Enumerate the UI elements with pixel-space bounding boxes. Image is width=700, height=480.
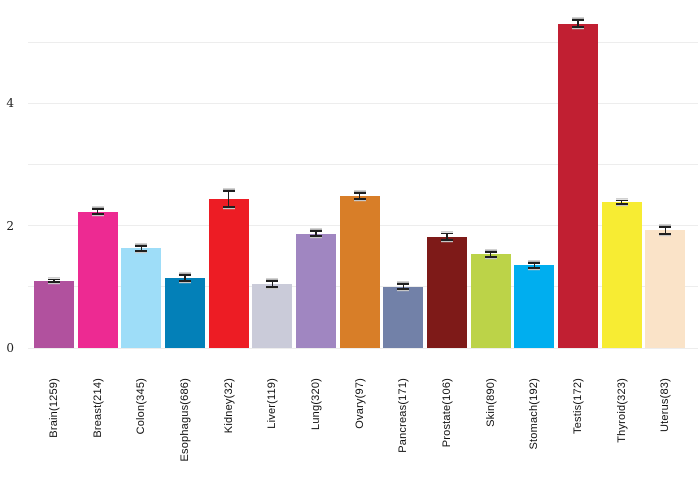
bar-colon-345 <box>121 248 162 348</box>
error-bar-line <box>489 251 492 257</box>
error-bar-cap-top <box>572 19 585 21</box>
x-axis-label-breast-214: Breast(214) <box>91 378 104 438</box>
error-bar-line <box>140 245 143 251</box>
error-bar-line <box>227 190 230 207</box>
error-bar-cap-bottom <box>615 203 628 206</box>
x-axis-label-colon-345: Colon(345) <box>135 378 148 435</box>
error-bar-cap-bottom <box>179 280 191 283</box>
error-bar-cap-bottom <box>266 286 279 289</box>
error-bar-cap-top <box>179 274 191 277</box>
x-axis-label-uterus-83: Uterus(83) <box>659 378 672 432</box>
error-bar-line <box>664 226 667 235</box>
y-axis-tick-label-4: 4 <box>6 96 14 111</box>
error-bar-cap-bottom <box>397 288 410 291</box>
x-axis-label-brain-1259: Brain(1259) <box>48 378 60 438</box>
bar-breast-214 <box>77 211 118 348</box>
error-bar-testis-172 <box>572 19 585 29</box>
x-axis-label-prostate-106: Prostate(106) <box>441 378 454 448</box>
gridline-y4 <box>28 102 698 104</box>
bar-kidney-32 <box>208 198 249 348</box>
bar-liver-119 <box>252 284 293 348</box>
bar-esophagus-686 <box>165 278 205 348</box>
error-bar-colon-345 <box>135 244 148 252</box>
error-bar-cap-bottom <box>659 233 672 236</box>
bar-skin-890 <box>470 254 511 348</box>
y-axis-tick-label-2: 2 <box>6 218 14 233</box>
bar-uterus-83 <box>645 230 686 348</box>
error-bar-liver-119 <box>266 280 279 289</box>
error-bar-line <box>446 233 448 240</box>
error-bar-cap-bottom <box>353 198 366 201</box>
error-bar-cap-top <box>135 244 148 247</box>
error-bar-line <box>577 19 579 28</box>
bar-stomach-192 <box>514 265 555 348</box>
error-bar-thyroid-323 <box>615 199 628 206</box>
error-bar-esophagus-686 <box>179 274 191 283</box>
error-bar-kidney-32 <box>222 189 235 208</box>
error-bar-cap-top <box>397 283 410 286</box>
error-bar-prostate-106 <box>441 232 454 241</box>
error-bar-line <box>402 284 405 290</box>
error-bar-cap-bottom <box>48 280 60 283</box>
error-bar-cap-top <box>528 262 541 264</box>
error-bar-cap-bottom <box>222 205 235 208</box>
error-bar-cap-bottom <box>572 26 585 29</box>
gridline-y5 <box>28 41 698 43</box>
bar-lung-320 <box>296 233 337 348</box>
error-bar-cap-top <box>266 280 279 283</box>
x-axis-label-liver-119: Liver(119) <box>266 378 279 429</box>
x-axis-label-skin-890: Skin(890) <box>484 378 497 427</box>
gridline-y3 <box>28 163 698 165</box>
bar-pancreas-171 <box>383 286 424 348</box>
error-bar-stomach-192 <box>528 262 541 269</box>
error-bar-cap-bottom <box>310 235 323 237</box>
error-bar-line <box>271 281 274 288</box>
x-axis-label-stomach-192: Stomach(192) <box>528 378 541 450</box>
bar-thyroid-323 <box>601 202 642 348</box>
error-bar-cap-top <box>91 208 104 210</box>
x-axis-label-testis-172: Testis(172) <box>572 378 585 434</box>
error-bar-cap-top <box>310 230 323 232</box>
error-bar-line <box>53 279 55 282</box>
error-bar-skin-890 <box>484 251 497 258</box>
error-bar-lung-320 <box>310 230 323 237</box>
gridline-y0 <box>28 347 698 349</box>
error-bar-ovary-97 <box>353 192 366 201</box>
x-axis-label-ovary-97: Ovary(97) <box>353 378 366 429</box>
x-axis-label-esophagus-686: Esophagus(686) <box>179 378 191 462</box>
error-bar-cap-top <box>659 225 672 228</box>
error-bar-line <box>533 262 536 268</box>
error-bar-cap-top <box>222 189 235 192</box>
error-bar-cap-top <box>615 199 628 202</box>
error-bar-line <box>620 200 623 205</box>
error-bar-cap-bottom <box>441 238 454 241</box>
y-axis-tick-label-0: 0 <box>6 341 14 355</box>
error-bar-brain-1259 <box>48 278 60 283</box>
x-axis-label-kidney-32: Kidney(32) <box>222 378 235 434</box>
x-axis-label-lung-320: Lung(320) <box>310 378 323 430</box>
error-bar-line <box>315 231 317 236</box>
error-bar-line <box>184 275 186 282</box>
error-bar-line <box>96 209 99 214</box>
error-bar-cap-bottom <box>528 266 541 269</box>
error-bar-cap-bottom <box>484 255 497 258</box>
error-bar-cap-top <box>48 278 60 281</box>
bar-ovary-97 <box>339 196 380 348</box>
error-bar-cap-top <box>353 192 366 195</box>
error-bar-uterus-83 <box>659 225 672 236</box>
bar-brain-1259 <box>34 280 74 348</box>
bar-prostate-106 <box>427 236 468 348</box>
error-bar-cap-top <box>441 232 454 235</box>
x-axis-label-pancreas-171: Pancreas(171) <box>397 378 410 453</box>
error-bar-pancreas-171 <box>397 283 410 291</box>
x-axis-label-thyroid-323: Thyroid(323) <box>615 378 628 443</box>
error-bar-breast-214 <box>91 208 104 215</box>
bar-testis-172 <box>558 23 599 348</box>
error-bar-cap-bottom <box>91 213 104 215</box>
error-bar-line <box>358 193 361 200</box>
error-bar-cap-top <box>484 251 497 253</box>
error-bar-cap-bottom <box>135 249 148 252</box>
